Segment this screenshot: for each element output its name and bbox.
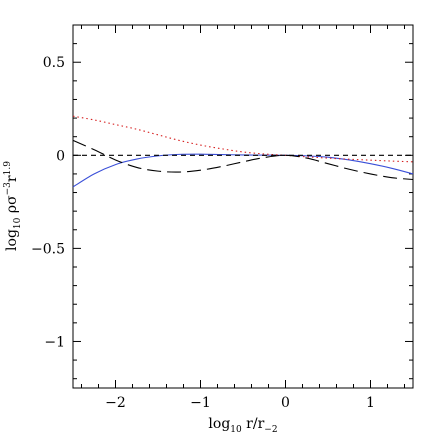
plot-frame (72, 24, 414, 389)
x-axis-label: log10 r/r−2 (208, 416, 277, 435)
series-group (72, 115, 414, 188)
series-line-3 (72, 139, 414, 181)
y-tick-label: 0 (56, 148, 65, 164)
y-tick-label: −0.5 (31, 241, 65, 257)
series-line-1 (72, 153, 414, 188)
y-axis-label: log10 ρσ−3r1.9 (3, 161, 23, 251)
y-tick-label: 0.5 (43, 55, 65, 71)
series-line-2 (72, 115, 414, 163)
axis-ticks (73, 24, 413, 388)
x-tick-label: 1 (366, 395, 375, 411)
x-tick-label: 0 (281, 395, 290, 411)
x-tick-label: −2 (105, 395, 126, 411)
y-tick-label: −1 (44, 334, 65, 350)
x-tick-label: −1 (190, 395, 211, 411)
tick-labels: −2 −1 0 1 0.5 0 −0.5 −1 (31, 55, 375, 411)
